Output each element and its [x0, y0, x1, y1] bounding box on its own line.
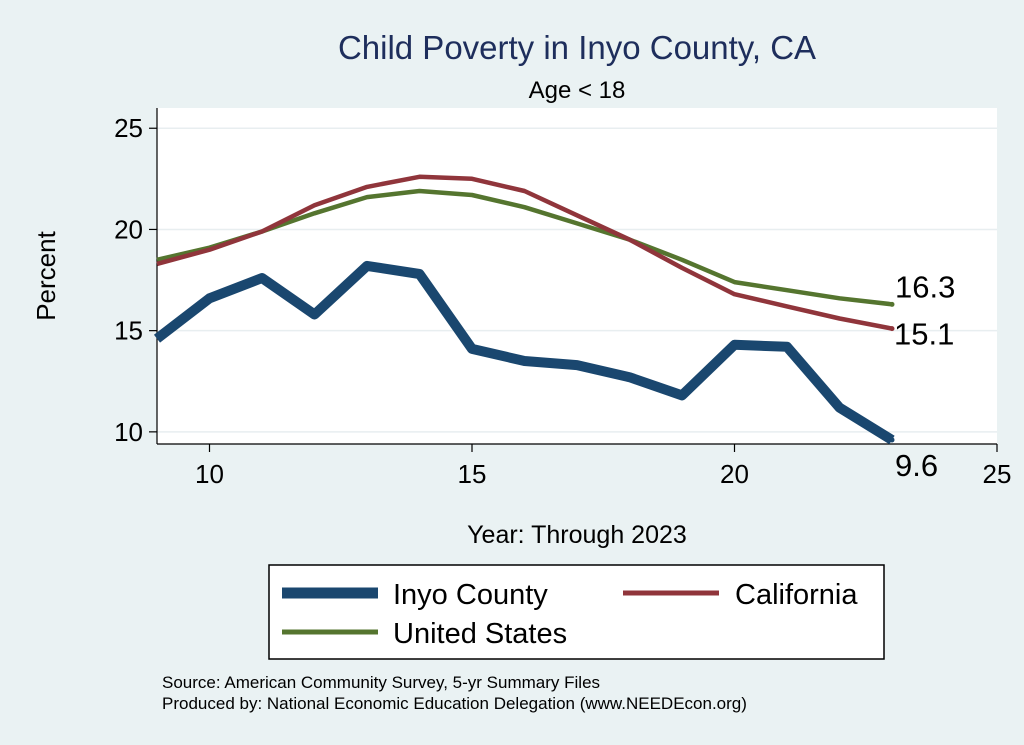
legend: Inyo County California United States	[268, 564, 885, 660]
producer-note: Produced by: National Economic Education…	[162, 694, 747, 713]
x-tick-label-10: 10	[195, 459, 224, 489]
end-labels: 9.6 15.1 16.3	[889, 269, 955, 483]
end-point-inyo-county	[889, 437, 895, 443]
y-tick-label-20: 20	[114, 214, 143, 244]
series-line-california	[156, 174, 893, 331]
y-axis-label: Percent	[31, 230, 61, 320]
x-tick-label-25: 25	[983, 459, 1012, 489]
end-point-united-states	[889, 301, 895, 307]
chart-title: Child Poverty in Inyo County, CA	[338, 29, 816, 66]
source-note: Source: American Community Survey, 5-yr …	[162, 673, 600, 692]
grid-lines	[157, 127, 997, 433]
y-tick-label-15: 15	[114, 316, 143, 346]
end-label-united-states: 16.3	[895, 269, 955, 304]
series-lines	[153, 174, 895, 445]
legend-box	[268, 564, 885, 660]
legend-label-united-states: United States	[393, 618, 567, 650]
series-line-inyo-county	[153, 260, 895, 445]
series-line-united-states	[156, 188, 893, 307]
x-axis-label: Year: Through 2023	[467, 521, 687, 549]
chart-subtitle: Age < 18	[529, 77, 626, 104]
end-point-california	[889, 326, 895, 332]
y-tick-label-10: 10	[114, 417, 143, 447]
legend-label-california: California	[735, 579, 858, 611]
end-label-california: 15.1	[894, 317, 954, 352]
axes: 10 15 20 25 10 15 20 25	[114, 108, 1011, 489]
plot-background	[157, 108, 997, 444]
y-tick-label-25: 25	[114, 113, 143, 143]
legend-label-inyo-county: Inyo County	[393, 579, 548, 611]
x-tick-label-15: 15	[458, 459, 487, 489]
end-label-inyo-county: 9.6	[895, 448, 938, 483]
x-tick-label-20: 20	[720, 459, 749, 489]
